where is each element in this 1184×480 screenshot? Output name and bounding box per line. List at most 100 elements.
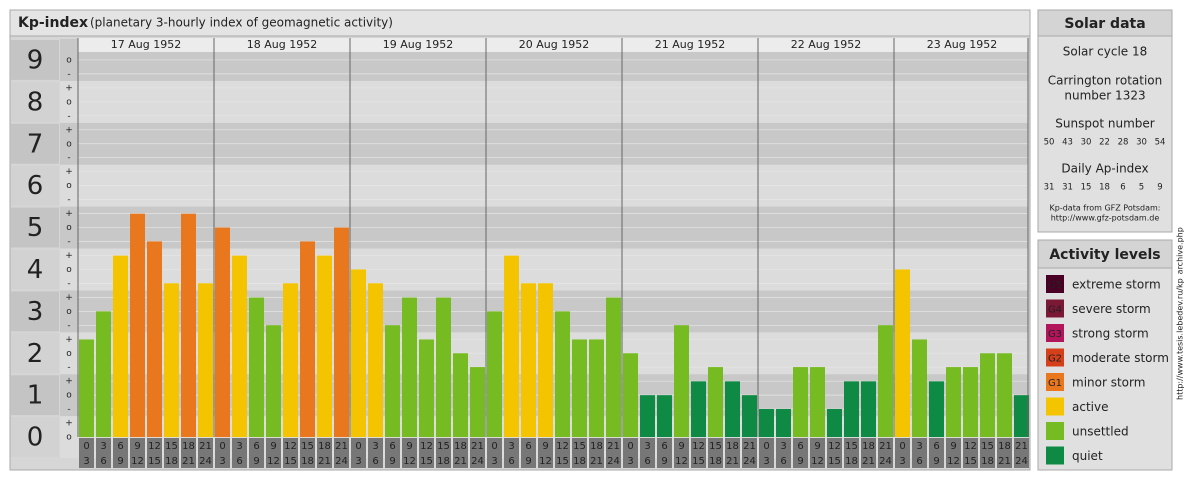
hour-box [130,438,145,468]
solar-title: Solar data [1064,16,1145,32]
bar [232,255,247,438]
y-minor-label: - [67,111,70,121]
hour-label: 18 [437,456,450,467]
legend-swatch [1046,324,1064,342]
hour-label: 0 [627,441,633,452]
hour-box [215,438,230,468]
bar [249,297,264,438]
ap-value: 5 [1139,183,1144,193]
hour-label: 9 [678,441,684,452]
y-label-box [11,165,59,206]
y-minor-label: o [66,55,72,65]
bar [997,353,1012,438]
hour-label: 18 [165,456,178,467]
hour-label: 24 [471,456,484,467]
hour-box [623,438,638,468]
bar [334,227,349,438]
hour-label: 6 [780,456,786,467]
legend-swatch [1046,275,1064,293]
bar [470,367,485,438]
hour-box [725,438,740,468]
hour-label: 3 [491,456,497,467]
hour-label: 12 [964,441,977,452]
day-label: 20 Aug 1952 [519,38,589,51]
y-label-box [11,207,59,248]
hour-box [640,438,655,468]
bar [844,381,859,438]
ap-value: 6 [1120,183,1125,193]
hour-label: 21 [743,441,756,452]
hour-label: 21 [879,441,892,452]
bar [623,353,638,438]
hour-label: 12 [539,456,552,467]
y-tick-label: 9 [27,45,44,75]
bar [912,339,927,438]
hour-label: 6 [117,441,123,452]
hour-label: 18 [454,441,467,452]
hour-box [997,438,1012,468]
hour-label: 18 [998,441,1011,452]
sunspot-value: 28 [1118,138,1129,148]
legend-swatch [1046,373,1064,391]
bar [351,269,366,438]
hour-label: 15 [148,456,161,467]
hour-box [79,438,94,468]
y-minor-label: + [65,251,73,261]
hour-box [861,438,876,468]
y-label-box [11,333,59,374]
legend-swatch [1046,397,1064,416]
solar-cycle: Solar cycle 18 [1063,45,1148,59]
hour-label: 15 [709,441,722,452]
bar [657,395,672,438]
hour-label: 9 [406,441,412,452]
legend-badge: G3 [1048,329,1062,340]
hour-label: 12 [403,456,416,467]
bar [300,241,315,438]
hour-label: 0 [899,441,905,452]
rotation: number 1323 [1064,89,1145,103]
hour-label: 21 [471,441,484,452]
hour-label: 15 [573,441,586,452]
bar [317,255,332,438]
hour-label: 3 [899,456,905,467]
hour-label: 21 [590,456,603,467]
hour-label: 6 [916,456,922,467]
bar [419,339,434,438]
hour-label: 18 [318,441,331,452]
y-minor-label: o [66,223,72,233]
legend-label: strong storm [1072,327,1149,341]
bar [368,283,383,438]
hour-label: 3 [355,456,361,467]
y-minor-label: - [67,405,70,415]
legend-label: unsettled [1072,425,1129,439]
hour-label: 18 [573,456,586,467]
hour-box [793,438,808,468]
y-minor-label: o [66,307,72,317]
legend-badge: G5 [1048,280,1062,291]
y-label-box [11,81,59,122]
hour-box [895,438,910,468]
hour-box [147,438,162,468]
hour-box [96,438,111,468]
bar [283,283,298,438]
hour-box [470,438,485,468]
hour-box [606,438,621,468]
hour-label: 3 [763,456,769,467]
hour-label: 3 [916,441,922,452]
bar [572,339,587,438]
y-minor-label: + [65,167,73,177]
y-tick-label: 4 [27,255,44,285]
y-label-box [11,40,59,80]
bar [861,381,876,438]
hour-box [538,438,553,468]
hour-label: 15 [964,456,977,467]
bar [776,408,791,438]
hour-label: 6 [253,441,259,452]
hour-box [980,438,995,468]
hour-label: 3 [219,456,225,467]
solar-panel [1037,9,1173,233]
hour-label: 9 [814,441,820,452]
bar [963,367,978,438]
y-minor-label: - [67,363,70,373]
hour-label: 21 [726,456,739,467]
